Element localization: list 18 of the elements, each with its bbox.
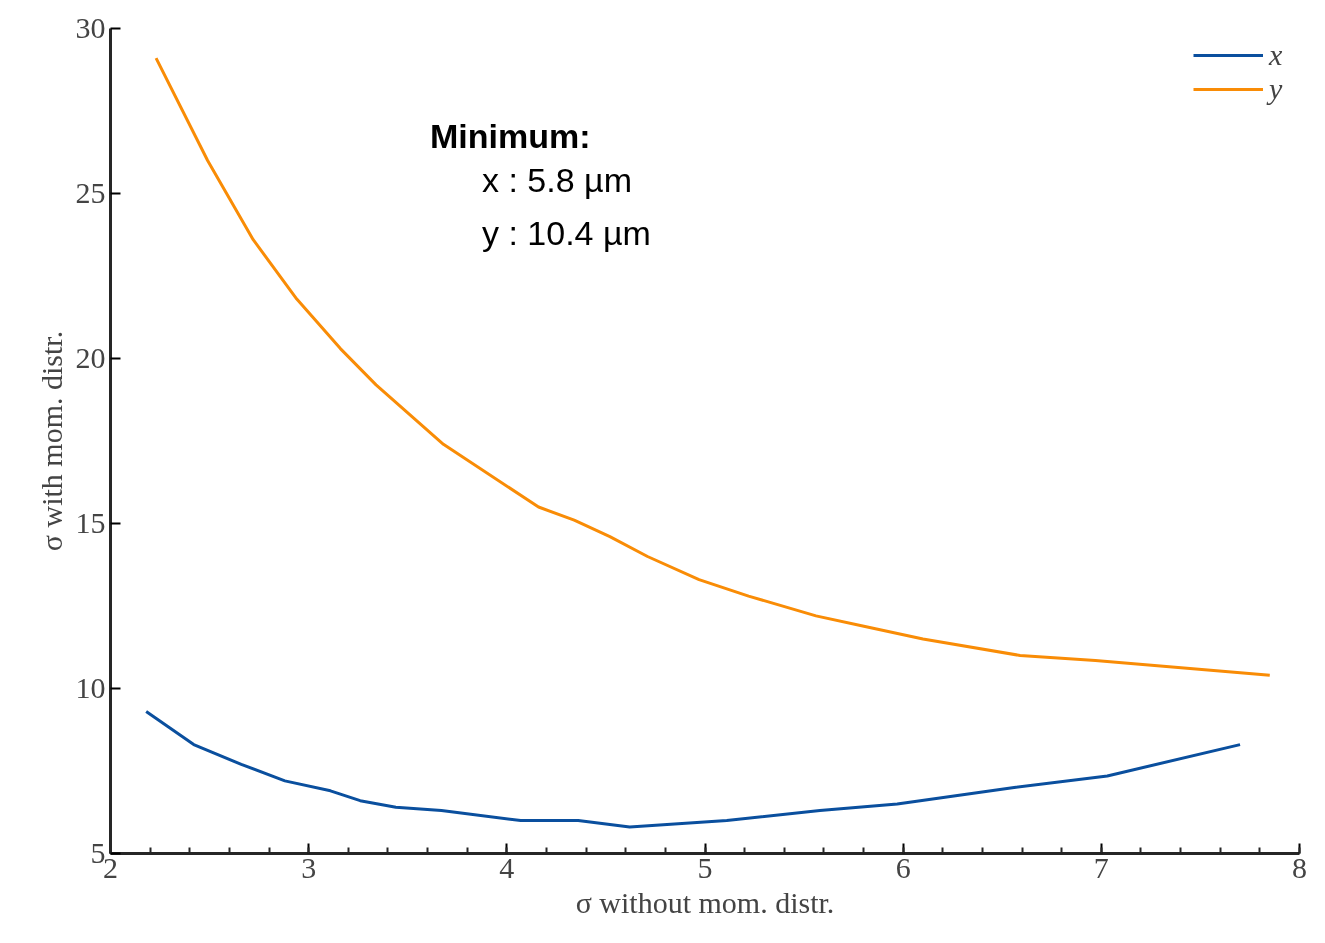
- x-tick-label: 3: [301, 850, 317, 884]
- x-tick-label: 6: [895, 850, 911, 884]
- legend-label: x: [1269, 38, 1284, 72]
- y-tick-label: 15: [75, 506, 106, 539]
- x-tick-label: 5: [697, 850, 713, 884]
- x-tick-label: 4: [499, 850, 515, 884]
- x-tick-label: 8: [1292, 850, 1307, 884]
- legend-title: Minimum:: [430, 117, 592, 156]
- y-tick-label: 30: [75, 11, 106, 44]
- line-series: [144, 710, 1242, 829]
- y-tick-label: 25: [75, 176, 106, 209]
- annotation: x : 5.8 µm: [482, 161, 632, 200]
- x-tick-label: 7: [1093, 850, 1109, 884]
- y-axis-title: σ with mom. distr.: [34, 330, 68, 552]
- x-axis-title: σ without mom. distr.: [575, 885, 835, 919]
- annotation: y : 10.4 µm: [482, 214, 651, 253]
- y-tick-label: 20: [75, 341, 106, 374]
- y-tick-label: 10: [75, 671, 106, 704]
